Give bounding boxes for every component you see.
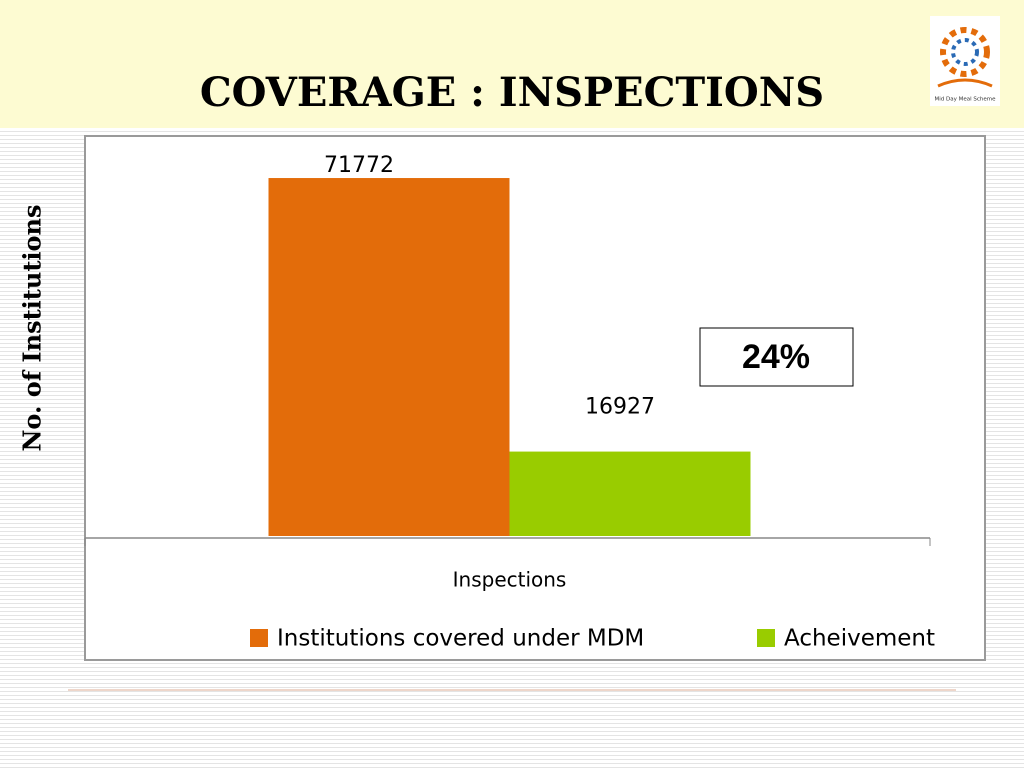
slide-title: COVERAGE : INSPECTIONS [200,69,824,116]
legend-swatch [757,629,775,647]
legend-label: Acheivement [784,626,935,652]
data-label: 71772 [324,153,394,178]
data-label: 16927 [585,395,655,420]
chart-frame [84,135,986,661]
annotation: 24% [742,338,810,376]
y-axis-label: No. of Institutions [18,204,47,451]
bar [509,451,751,536]
logo-text: Mid Day Meal Scheme [934,97,996,103]
header-band [0,0,1024,128]
logo: Mid Day Meal Scheme [930,16,1000,106]
logo-ring [940,27,990,77]
logo-book [937,78,993,88]
legend-swatch [250,629,268,647]
x-tick-label: Inspections [453,568,567,592]
annotation-box [699,327,854,387]
logo-inner [951,38,979,66]
legend-label: Institutions covered under MDM [277,626,644,652]
bar [268,178,510,536]
